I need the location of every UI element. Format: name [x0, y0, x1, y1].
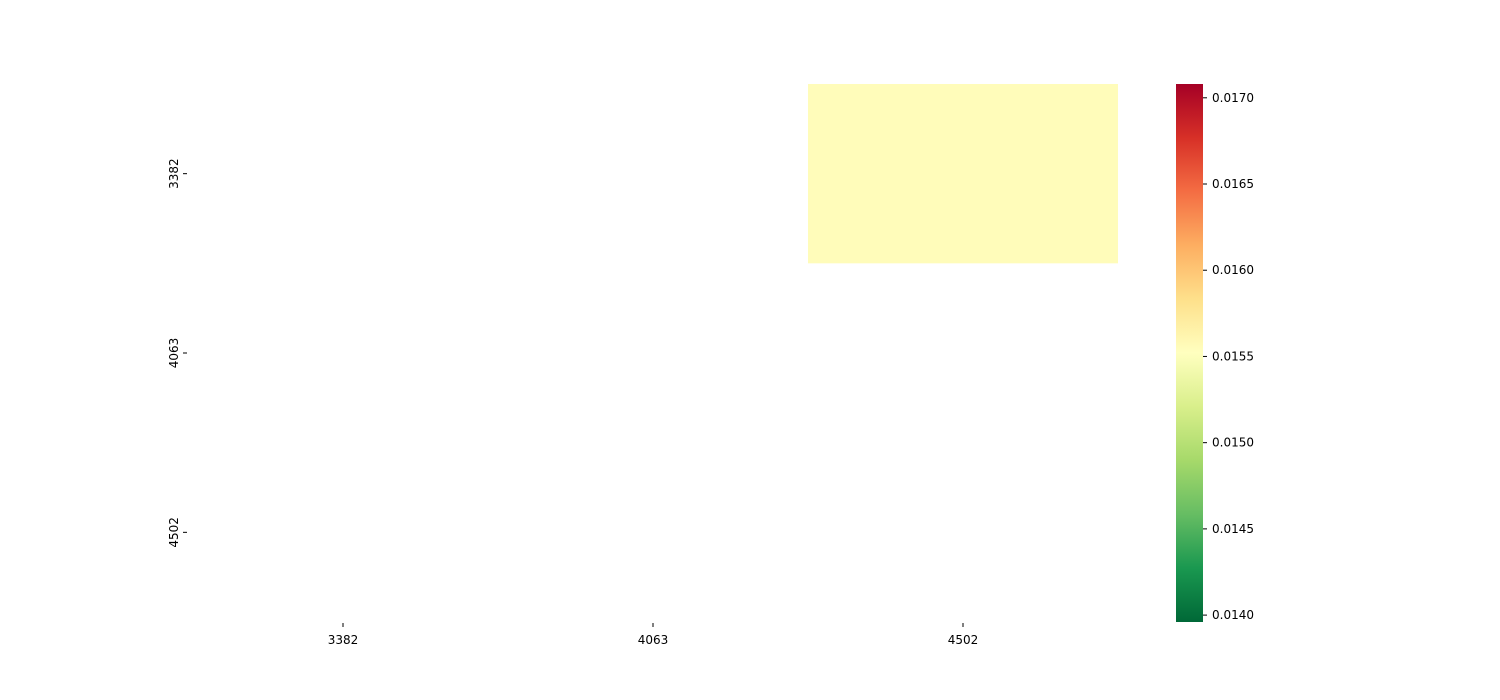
y-axis: 3382 4063 4502	[167, 158, 187, 548]
colorbar-ticks: 0.0140 0.0145 0.0150 0.0155 0.0160 0.0165 0.01…	[1203, 91, 1254, 622]
x-tick-label: 3382	[328, 633, 359, 647]
colorbar-tick-label: 0.0170	[1212, 91, 1254, 105]
x-tick-label: 4063	[638, 633, 669, 647]
colorbar-tick-label: 0.0165	[1212, 177, 1254, 191]
colorbar-tick-label: 0.0140	[1212, 608, 1254, 622]
x-axis: 3382 4063 4502	[328, 623, 979, 647]
y-tick-label: 4063	[167, 338, 181, 369]
heatmap-cell	[808, 84, 1118, 264]
heatmap-cells	[808, 84, 1118, 264]
colorbar-tick-label: 0.0150	[1212, 436, 1254, 450]
colorbar: 0.0140 0.0145 0.0150 0.0155 0.0160 0.0165 0.01…	[1176, 84, 1254, 622]
colorbar-tick-label: 0.0155	[1212, 349, 1254, 363]
colorbar-gradient	[1176, 84, 1203, 622]
y-tick-label: 4502	[167, 517, 181, 548]
y-tick-label: 3382	[167, 158, 181, 189]
colorbar-tick-label: 0.0160	[1212, 263, 1254, 277]
colorbar-tick-label: 0.0145	[1212, 522, 1254, 536]
x-tick-label: 4502	[948, 633, 979, 647]
